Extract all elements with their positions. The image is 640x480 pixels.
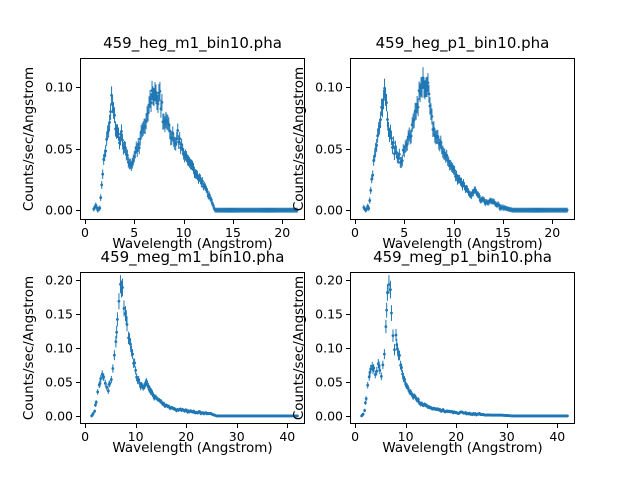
y-axis-label: Counts/sec/Angstrom (21, 275, 37, 421)
x-tick-label: 30 (228, 429, 245, 444)
y-tick-label: 0.00 (315, 408, 343, 424)
y-tick-label: 0.05 (45, 141, 73, 157)
subplot-heg-p1: 459_heg_p1_bin10.pha Wavelength (Angstro… (291, 34, 575, 252)
x-tick-label: 20 (178, 429, 195, 444)
plot-title: 459_meg_p1_bin10.pha (373, 248, 552, 266)
x-axis-label: Wavelength (Angstrom) (382, 440, 543, 456)
x-tick-label: 10 (397, 429, 414, 444)
plot-title: 459_heg_p1_bin10.pha (375, 34, 550, 52)
y-tick-label: 0.10 (315, 340, 343, 356)
plot-title: 459_meg_m1_bin10.pha (100, 248, 285, 266)
y-tick-label: 0.15 (45, 306, 73, 322)
y-tick-label: 0.20 (45, 272, 73, 288)
x-tick-label: 5 (130, 225, 139, 240)
y-axis-label: Counts/sec/Angstrom (291, 66, 307, 212)
y-tick-label: 0.00 (315, 202, 343, 218)
subplot-heg-m1: 459_heg_m1_bin10.pha Wavelength (Angstro… (21, 34, 305, 252)
y-tick-label: 0.00 (45, 408, 73, 424)
x-tick-label: 0 (80, 225, 89, 240)
x-tick-label: 0 (351, 429, 360, 444)
x-tick-label: 5 (400, 225, 409, 240)
y-tick-label: 0.10 (45, 340, 73, 356)
plot-title: 459_heg_m1_bin10.pha (103, 34, 282, 52)
x-tick-label: 15 (225, 225, 241, 240)
x-tick-label: 40 (549, 429, 566, 444)
y-tick-label: 0.10 (45, 79, 73, 95)
y-tick-label: 0.00 (45, 202, 73, 218)
y-tick-label: 0.05 (315, 374, 343, 390)
x-tick-label: 15 (495, 225, 511, 240)
y-tick-label: 0.10 (315, 79, 343, 95)
x-tick-label: 20 (544, 225, 561, 240)
x-axis-label: Wavelength (Angstrom) (112, 236, 273, 252)
y-tick-label: 0.05 (45, 374, 73, 390)
subplot-meg-m1: 459_meg_m1_bin10.pha Wavelength (Angstro… (21, 248, 305, 456)
x-tick-label: 0 (81, 429, 90, 444)
x-tick-label: 10 (127, 429, 144, 444)
x-tick-label: 10 (175, 225, 192, 240)
x-tick-label: 30 (498, 429, 515, 444)
x-axis-label: Wavelength (Angstrom) (382, 236, 543, 252)
x-tick-label: 40 (279, 429, 296, 444)
x-tick-label: 10 (445, 225, 462, 240)
x-tick-label: 20 (274, 225, 291, 240)
y-tick-label: 0.20 (315, 272, 343, 288)
subplot-meg-p1: 459_meg_p1_bin10.pha Wavelength (Angstro… (291, 248, 575, 456)
y-tick-label: 0.05 (315, 141, 343, 157)
y-axis-label: Counts/sec/Angstrom (21, 66, 37, 212)
y-axis-label: Counts/sec/Angstrom (291, 275, 307, 421)
x-tick-label: 0 (350, 225, 359, 240)
y-tick-label: 0.15 (315, 306, 343, 322)
x-axis-label: Wavelength (Angstrom) (112, 440, 273, 456)
x-tick-label: 20 (448, 429, 465, 444)
